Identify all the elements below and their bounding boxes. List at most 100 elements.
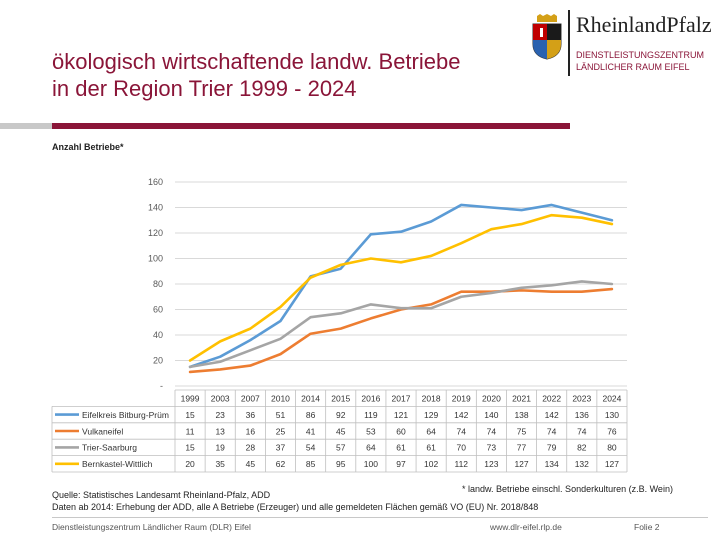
data-value: 97 (396, 459, 406, 469)
data-value: 75 (517, 426, 527, 436)
brand-name: RheinlandPfalz (576, 12, 712, 37)
data-value: 138 (514, 410, 528, 420)
data-value: 23 (215, 410, 225, 420)
x-tick-label: 2014 (301, 393, 320, 403)
y-tick-label: 160 (148, 177, 163, 187)
data-value: 136 (575, 410, 589, 420)
y-tick-label: 80 (153, 279, 163, 289)
y-tick-label: 120 (148, 228, 163, 238)
x-tick-label: 2010 (271, 393, 290, 403)
data-value: 74 (547, 426, 557, 436)
data-value: 112 (454, 459, 468, 469)
data-value: 140 (484, 410, 498, 420)
footer-divider (52, 517, 708, 518)
y-tick-label: 140 (148, 203, 163, 213)
data-value: 37 (276, 443, 286, 453)
data-value: 130 (605, 410, 619, 420)
org-line-1: DIENSTLEISTUNGSZENTRUM (576, 50, 705, 60)
data-value: 76 (607, 426, 617, 436)
series-line (188, 213, 614, 362)
x-tick-label: 2016 (361, 393, 380, 403)
legend-label: Eifelkreis Bitburg-Prüm (82, 410, 169, 420)
data-value: 95 (336, 459, 346, 469)
data-value: 102 (424, 459, 438, 469)
data-value: 16 (246, 426, 256, 436)
legend-label: Bernkastel-Wittlich (82, 459, 153, 469)
legend-label: Trier-Saarburg (82, 443, 137, 453)
data-value: 54 (306, 443, 316, 453)
x-tick-label: 2021 (512, 393, 531, 403)
data-value: 41 (306, 426, 316, 436)
data-value: 74 (577, 426, 587, 436)
title-line-2: in der Region Trier 1999 - 2024 (52, 76, 357, 101)
data-value: 70 (457, 443, 467, 453)
data-value: 19 (215, 443, 225, 453)
y-axis-caption: Anzahl Betriebe* (52, 142, 124, 152)
data-value: 142 (545, 410, 559, 420)
y-tick-label: 100 (148, 254, 163, 264)
data-value: 53 (366, 426, 376, 436)
data-value: 127 (514, 459, 528, 469)
x-tick-label: 2015 (331, 393, 350, 403)
data-value: 129 (424, 410, 438, 420)
data-value: 77 (517, 443, 527, 453)
data-value: 61 (396, 443, 406, 453)
data-value: 60 (396, 426, 406, 436)
legend-label: Vulkaneifel (82, 426, 123, 436)
x-tick-label: 2017 (392, 393, 411, 403)
data-value: 35 (215, 459, 225, 469)
data-value: 92 (336, 410, 346, 420)
data-value: 132 (575, 459, 589, 469)
y-tick-label: 20 (153, 356, 163, 366)
x-tick-label: 2024 (602, 393, 621, 403)
data-value: 86 (306, 410, 316, 420)
logo-divider (568, 10, 570, 76)
data-value: 64 (426, 426, 436, 436)
data-value: 142 (454, 410, 468, 420)
data-value: 74 (457, 426, 467, 436)
data-value: 15 (185, 443, 195, 453)
footnote: * landw. Betriebe einschl. Sonderkulture… (462, 484, 673, 494)
data-value: 13 (215, 426, 225, 436)
data-value: 62 (276, 459, 286, 469)
title-bar-gray (0, 123, 52, 129)
data-value: 127 (605, 459, 619, 469)
data-value: 85 (306, 459, 316, 469)
footer-website-link[interactable]: www.dlr-eifel.rlp.de (490, 522, 562, 532)
data-value: 20 (185, 459, 195, 469)
series-line (188, 287, 614, 374)
data-value: 45 (336, 426, 346, 436)
data-value: 28 (246, 443, 256, 453)
data-value: 64 (366, 443, 376, 453)
x-tick-label: 2019 (452, 393, 471, 403)
footer-slide-number: Folie 2 (634, 522, 660, 532)
data-value: 57 (336, 443, 346, 453)
y-tick-label: 40 (153, 330, 163, 340)
x-tick-label: 2007 (241, 393, 260, 403)
org-line-2: LÄNDLICHER RAUM EIFEL (576, 62, 690, 72)
data-value: 82 (577, 443, 587, 453)
x-tick-label: 2022 (542, 393, 561, 403)
coat-of-arms-icon (532, 14, 562, 60)
data-value: 74 (487, 426, 497, 436)
series-line (188, 280, 614, 369)
data-value: 79 (547, 443, 557, 453)
data-value: 80 (607, 443, 617, 453)
data-value: 36 (246, 410, 256, 420)
data-value: 119 (364, 410, 378, 420)
title-bar-accent (52, 123, 570, 129)
x-tick-label: 2020 (482, 393, 501, 403)
data-value: 11 (186, 426, 195, 436)
data-value: 134 (545, 459, 559, 469)
title-line-1: ökologisch wirtschaftende landw. Betrieb… (52, 49, 461, 74)
y-tick-label: - (160, 381, 163, 391)
y-tick-label: 60 (153, 305, 163, 315)
x-tick-label: 1999 (181, 393, 200, 403)
data-value: 51 (276, 410, 286, 420)
data-value: 73 (487, 443, 497, 453)
x-tick-label: 2003 (211, 393, 230, 403)
source-line-2: Daten ab 2014: Erhebung der ADD, alle A … (52, 502, 539, 512)
data-value: 25 (276, 426, 286, 436)
x-tick-label: 2018 (422, 393, 441, 403)
